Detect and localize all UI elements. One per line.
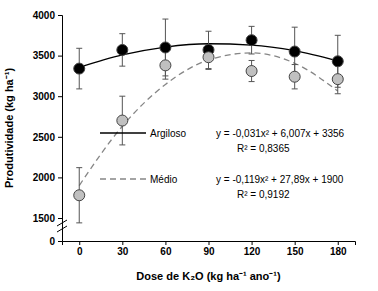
r-squared: R² = 0,8365: [237, 143, 290, 154]
axis-break: [57, 226, 67, 232]
y-tick-label: 4000: [33, 10, 56, 21]
y-tick-mark: [58, 177, 62, 178]
legend-entry: Argiloso y = -0,031x² + 6,007x + 3356 R² =…: [100, 128, 345, 154]
y-tick-mark: [58, 96, 62, 97]
error-bar-cap: [335, 93, 341, 94]
error-bar-cap: [335, 35, 341, 36]
error-bar-cap: [119, 96, 125, 97]
y-axis-title: Produtividade (kg ha⁻¹): [3, 68, 15, 188]
point: [74, 190, 85, 201]
x-tick-label: 60: [160, 246, 172, 257]
y-tick-mark: [58, 218, 62, 219]
trend-line: [79, 53, 338, 186]
point: [74, 63, 85, 74]
point: [203, 52, 214, 63]
error-bar-cap: [206, 69, 212, 70]
error-bar-cap: [76, 222, 82, 223]
x-axis-line: [63, 242, 356, 246]
y-tick: 2000: [33, 172, 62, 183]
error-bar-cap: [162, 19, 168, 20]
error-bar-cap: [249, 26, 255, 27]
point: [289, 46, 300, 57]
error-bar-cap: [119, 144, 125, 145]
y-tick: 0: [49, 236, 62, 247]
error-bar-cap: [162, 79, 168, 80]
error-bar-cap: [76, 167, 82, 168]
y-tick: 4000: [33, 10, 62, 21]
x-tick: 60: [160, 241, 172, 257]
x-tick-label: 180: [330, 246, 347, 257]
y-tick-mark: [58, 241, 62, 242]
error-bar-cap: [249, 60, 255, 61]
x-tick: 30: [117, 241, 129, 257]
error-bar-cap: [292, 88, 298, 89]
x-tick-label: 150: [287, 246, 304, 257]
x-tick-label: 90: [203, 246, 215, 257]
legend-entry: Médio y = -0,119x² + 27,89x + 1900 R² = 0,…: [100, 174, 344, 200]
point: [289, 71, 300, 82]
point: [246, 66, 257, 77]
x-axis-title: Dose de K₂O (kg ha⁻¹ ano⁻¹): [136, 270, 281, 282]
legend-swatch: [100, 178, 146, 179]
error-bar-cap: [76, 88, 82, 89]
y-tick-mark: [58, 56, 62, 57]
axis-break: [57, 220, 67, 226]
x-tick-label: 0: [77, 246, 83, 257]
chart: 0 30 60 90 120 150 180 0 1500 2000 2500 3000 3500 400…: [0, 0, 378, 291]
y-tick: 1500: [33, 213, 62, 224]
x-tick: 150: [287, 241, 304, 257]
y-tick-label: 0: [49, 236, 55, 247]
point: [160, 42, 171, 53]
x-tick: 120: [244, 241, 261, 257]
x-axis: 0 30 60 90 120 150 180: [63, 241, 356, 257]
error-bar-cap: [249, 53, 255, 54]
legend-label: Médio: [150, 174, 178, 185]
y-tick-mark: [58, 137, 62, 138]
error-bar-cap: [249, 81, 255, 82]
x-tick-mark: [165, 241, 166, 245]
equation: y = -0,031x² + 6,007x + 3356: [216, 128, 345, 139]
plot: 0 30 60 90 120 150 180 0 1500 2000 2500 3000 3500 400…: [33, 10, 356, 257]
y-axis-line: [58, 16, 63, 242]
x-tick-mark: [295, 241, 296, 245]
equation: y = -0,119x² + 27,89x + 1900: [216, 174, 344, 185]
x-tick-mark: [338, 241, 339, 245]
point: [246, 35, 257, 46]
legend-label: Argiloso: [150, 128, 187, 139]
y-tick-label: 2500: [33, 132, 56, 143]
x-tick-mark: [252, 241, 253, 245]
x-tick-mark: [209, 241, 210, 245]
y-tick-label: 3500: [33, 50, 56, 61]
point: [332, 56, 343, 67]
y-tick: 2500: [33, 132, 62, 143]
y-tick-label: 3000: [33, 91, 56, 102]
legend-swatch: [100, 132, 146, 133]
y-tick-label: 2000: [33, 172, 56, 183]
y-tick-label: 1500: [33, 213, 56, 224]
error-bar-cap: [119, 33, 125, 34]
error-bar-cap: [292, 64, 298, 65]
error-bar-cap: [292, 27, 298, 28]
point: [117, 115, 128, 126]
error-bar-cap: [206, 31, 212, 32]
point: [117, 44, 128, 55]
error-bar-cap: [119, 66, 125, 67]
x-tick: 180: [330, 241, 347, 257]
error-bar-cap: [76, 48, 82, 49]
y-axis: 0 1500 2000 2500 3000 3500 4000: [33, 10, 63, 247]
point: [332, 74, 343, 85]
r-squared: R² = 0,9192: [237, 189, 290, 200]
y-tick: 3000: [33, 91, 62, 102]
point: [160, 60, 171, 71]
marks: [74, 19, 344, 223]
x-tick: 0: [77, 241, 83, 257]
y-tick-mark: [58, 15, 62, 16]
x-tick-mark: [79, 241, 80, 245]
x-tick-label: 30: [117, 246, 129, 257]
x-tick-mark: [122, 241, 123, 245]
x-tick-label: 120: [244, 246, 261, 257]
y-tick: 3500: [33, 50, 62, 61]
x-tick: 90: [203, 241, 215, 257]
